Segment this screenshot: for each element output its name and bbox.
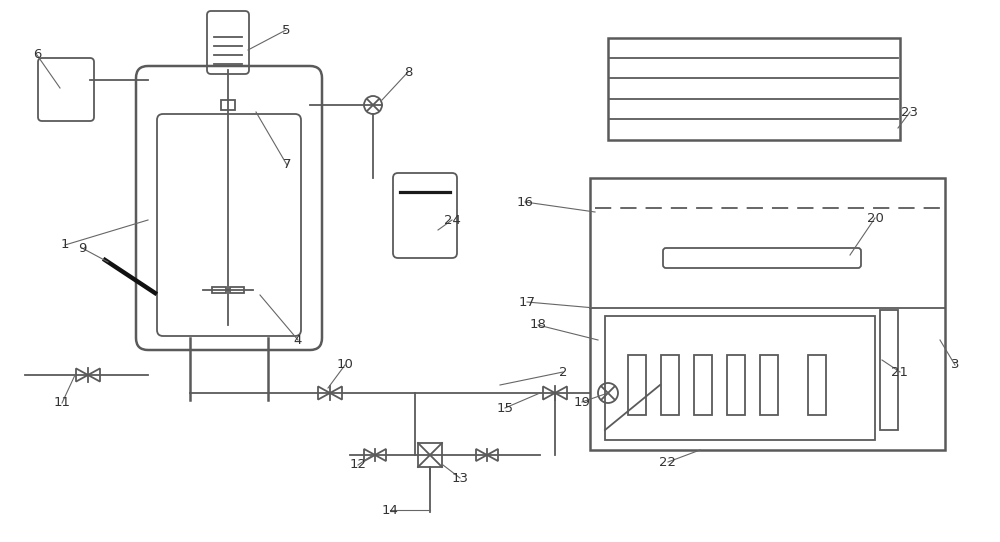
Text: 4: 4 [294, 333, 302, 346]
Text: 12: 12 [350, 459, 366, 472]
Text: 14: 14 [382, 504, 398, 517]
Text: 22: 22 [660, 455, 676, 468]
Text: 21: 21 [892, 365, 908, 378]
Text: 1: 1 [61, 238, 69, 251]
Bar [230, 287, 244, 293]
Text: 24: 24 [444, 214, 460, 227]
Text: 19: 19 [574, 396, 590, 409]
Bar [880, 310, 898, 430]
Text: 7: 7 [283, 158, 291, 171]
Text: 16: 16 [517, 196, 533, 209]
Text: 20: 20 [867, 211, 883, 224]
Text: 8: 8 [404, 66, 412, 79]
Text: 9: 9 [78, 242, 86, 255]
Text: 18: 18 [530, 319, 546, 332]
Bar [808, 355, 826, 415]
Bar [605, 316, 875, 440]
Text: 3: 3 [951, 358, 959, 371]
Text: 17: 17 [518, 295, 536, 308]
Text: 15: 15 [496, 402, 514, 415]
Text: 6: 6 [33, 48, 41, 61]
Text: 13: 13 [452, 472, 468, 485]
Bar [608, 38, 900, 140]
Bar [760, 355, 778, 415]
Text: 23: 23 [902, 106, 918, 119]
Bar [694, 355, 712, 415]
Bar [727, 355, 745, 415]
Bar [590, 178, 945, 450]
Bar [661, 355, 679, 415]
Bar [212, 287, 226, 293]
Text: 10: 10 [337, 358, 353, 371]
Text: 5: 5 [282, 23, 290, 36]
Bar [418, 443, 442, 467]
Bar [221, 100, 235, 110]
Text: 11: 11 [54, 397, 70, 410]
Bar [628, 355, 646, 415]
Text: 2: 2 [559, 365, 567, 378]
